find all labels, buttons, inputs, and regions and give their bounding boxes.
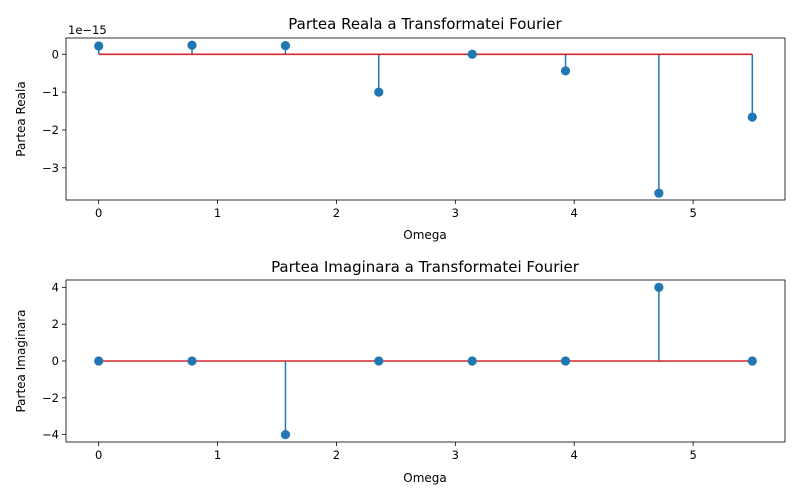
plot-area-real bbox=[94, 40, 757, 198]
data-point bbox=[94, 41, 104, 51]
x-tick-label: 4 bbox=[571, 448, 578, 462]
y-tick-label: 2 bbox=[52, 317, 59, 331]
data-point bbox=[280, 40, 291, 51]
offset-text-real: 1e−15 bbox=[68, 23, 107, 37]
x-tick-label: 4 bbox=[571, 206, 578, 220]
x-tick-label: 2 bbox=[333, 448, 340, 462]
data-point bbox=[374, 356, 384, 366]
y-tick-label: −2 bbox=[42, 123, 59, 137]
y-axis-real: 0 −1 −2 −3 bbox=[42, 47, 66, 175]
plot-area-imag bbox=[94, 282, 757, 440]
chart-title-real: Partea Reala a Transformatei Fourier bbox=[288, 15, 562, 33]
data-point bbox=[467, 49, 477, 59]
subplot-real: Partea Reala a Transformatei Fourier 1e−… bbox=[14, 15, 786, 242]
data-point bbox=[280, 430, 291, 440]
data-point bbox=[94, 356, 104, 366]
x-axis-label-real: Omega bbox=[403, 228, 447, 242]
axes-frame-real bbox=[65, 37, 786, 201]
y-tick-label: 0 bbox=[52, 47, 59, 61]
x-tick-label: 0 bbox=[95, 448, 102, 462]
data-point bbox=[560, 356, 571, 366]
y-axis-label-real: Partea Reala bbox=[14, 81, 28, 156]
x-tick-label: 0 bbox=[95, 206, 102, 220]
y-tick-label: −2 bbox=[42, 391, 59, 405]
data-point bbox=[374, 87, 384, 97]
y-axis-label-imag: Partea Imaginara bbox=[14, 309, 28, 412]
y-tick-label: 0 bbox=[52, 354, 59, 368]
x-axis-label-imag: Omega bbox=[403, 471, 447, 485]
x-tick-label: 3 bbox=[452, 448, 459, 462]
x-tick-label: 1 bbox=[214, 206, 221, 220]
data-point bbox=[187, 40, 197, 50]
x-tick-label: 5 bbox=[689, 448, 696, 462]
y-axis-imag: 4 2 0 −2 −4 bbox=[42, 280, 66, 442]
x-tick-label: 3 bbox=[452, 206, 459, 220]
y-tick-label: 4 bbox=[52, 280, 59, 294]
data-point bbox=[747, 356, 757, 366]
data-point bbox=[747, 112, 757, 122]
data-point bbox=[654, 188, 664, 198]
x-tick-label: 2 bbox=[333, 206, 340, 220]
x-tick-label: 1 bbox=[214, 448, 221, 462]
subplot-imag: Partea Imaginara a Transformatei Fourier… bbox=[14, 258, 786, 485]
data-point bbox=[560, 66, 571, 76]
x-tick-label: 5 bbox=[689, 206, 696, 220]
y-tick-label: −3 bbox=[42, 161, 59, 175]
data-point bbox=[654, 282, 664, 292]
x-axis-real: 0 1 2 3 4 5 bbox=[95, 200, 697, 220]
data-point bbox=[467, 356, 477, 366]
data-point bbox=[187, 356, 197, 366]
y-tick-label: −1 bbox=[42, 85, 59, 99]
chart-title-imag: Partea Imaginara a Transformatei Fourier bbox=[271, 258, 580, 276]
x-axis-imag: 0 1 2 3 4 5 bbox=[95, 442, 697, 462]
y-tick-label: −4 bbox=[42, 428, 59, 442]
